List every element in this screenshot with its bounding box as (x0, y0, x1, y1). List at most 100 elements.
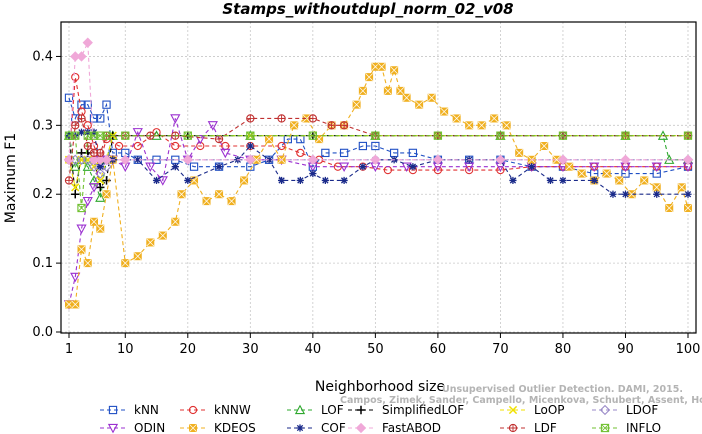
data-point-ldf (96, 148, 105, 158)
data-point-kdeos (290, 121, 299, 130)
data-point-kdeos (415, 100, 424, 109)
data-point-cof (277, 176, 286, 185)
data-point-knn (89, 114, 99, 123)
watermark-line-1: Unsupervised Outlier Detection. DAMI, 20… (442, 384, 683, 395)
data-point-fastabod (101, 154, 112, 165)
data-point-kdeos (577, 169, 586, 178)
data-point-knn (64, 93, 74, 102)
y-tick-label: 0.2 (32, 187, 53, 202)
data-point-kdeos (396, 86, 405, 95)
legend-item-kdeos: KDEOS (180, 421, 256, 434)
data-point-kdeos (440, 107, 449, 116)
data-point-kdeos (465, 121, 474, 130)
legend-label-knn: kNN (134, 403, 159, 417)
data-point-odin (70, 272, 81, 283)
data-point-fastabod (120, 154, 131, 165)
x-axis-title: Neighborhood size (315, 379, 445, 395)
data-point-kdeos (390, 66, 399, 75)
data-point-odin (170, 114, 181, 124)
data-point-loop (71, 183, 80, 192)
data-point-kdeos (83, 259, 92, 268)
data-point-cof (134, 156, 142, 164)
data-point-cof (621, 190, 630, 198)
data-point-cof (359, 163, 367, 171)
data-point-lof (95, 192, 106, 202)
series-line-kdeos (69, 66, 689, 305)
series-inflo (64, 131, 693, 213)
y-axis-title: Maximum F1 (3, 133, 19, 223)
data-point-ldf (64, 176, 74, 185)
data-point-kdeos (352, 100, 361, 109)
data-point-knnw (296, 148, 305, 158)
data-point-knnw (277, 141, 286, 151)
data-point-fastabod (307, 154, 319, 165)
data-point-cof (265, 156, 273, 164)
watermark-line-2: Campos, Zimek, Sander, Campello, Micenko… (340, 395, 702, 406)
data-point-odin (82, 196, 93, 207)
data-point-ldf (71, 121, 80, 130)
x-tick-label: 80 (555, 342, 572, 357)
data-point-knnw (71, 72, 80, 82)
data-point-ldf (327, 121, 336, 130)
x-tick-label: 1 (65, 342, 73, 357)
data-point-fastabod (682, 154, 694, 165)
data-point-knn (339, 148, 349, 158)
data-point-kdeos (402, 93, 411, 102)
data-point-kdeos (265, 135, 274, 144)
data-point-knn (358, 141, 368, 151)
data-point-kdeos (133, 252, 142, 261)
legend-label-inflo: INFLO (626, 421, 661, 434)
data-point-kdeos (90, 217, 99, 226)
data-point-kdeos (215, 190, 224, 199)
data-point-fastabod (370, 154, 381, 165)
data-point-kdeos (515, 148, 524, 157)
data-point-kdeos (377, 62, 386, 71)
data-point-knnw (171, 141, 180, 151)
data-point-inflo (371, 131, 380, 140)
grid (61, 22, 696, 333)
data-point-kdeos (615, 176, 624, 185)
data-point-kdeos (71, 300, 80, 309)
series-line-inflo (69, 135, 688, 209)
data-point-inflo (71, 131, 80, 140)
data-point-knn (296, 134, 305, 144)
data-point-inflo (496, 131, 505, 140)
data-point-cof (321, 176, 329, 185)
data-point-fastabod (82, 37, 93, 48)
x-tick-label: 40 (305, 342, 322, 357)
legend-item-lof: LOF (287, 403, 344, 417)
legend-label-knnw: kNNW (214, 403, 251, 417)
x-tick-label: 10 (117, 342, 134, 357)
data-point-knn (321, 148, 330, 158)
data-point-odin (157, 176, 168, 186)
legend-label-loop: LoOP (534, 403, 565, 417)
data-point-kdeos (96, 224, 105, 233)
data-point-kdeos (640, 176, 649, 185)
data-point-kdeos (427, 93, 436, 102)
data-point-odin (338, 162, 350, 173)
data-point-kdeos (602, 169, 611, 178)
data-point-inflo (121, 131, 130, 140)
data-point-knnw (133, 141, 142, 151)
legend-item-knn: kNN (100, 403, 159, 417)
legend-item-simplifiedlof: SimplifiedLOF (348, 403, 464, 417)
data-point-ldof (88, 161, 100, 172)
data-point-cof (546, 176, 555, 185)
data-point-kdeos (358, 86, 367, 95)
data-point-odin (589, 162, 600, 173)
data-point-kdeos (540, 141, 549, 150)
data-point-knn (371, 141, 380, 151)
data-point-kdeos (202, 197, 211, 206)
data-point-kdeos (383, 86, 392, 95)
data-point-inflo (433, 131, 443, 140)
data-point-fastabod (432, 154, 444, 165)
data-point-kdeos (490, 114, 499, 123)
data-point-odin (207, 121, 218, 131)
data-point-inflo (77, 203, 86, 213)
series-line-knnw (68, 77, 688, 171)
data-point-kdeos (158, 231, 167, 240)
legend-item-cof: COF (287, 421, 346, 434)
data-point-kdeos (177, 190, 186, 199)
data-point-inflo (683, 131, 693, 140)
data-point-cof (590, 176, 598, 185)
